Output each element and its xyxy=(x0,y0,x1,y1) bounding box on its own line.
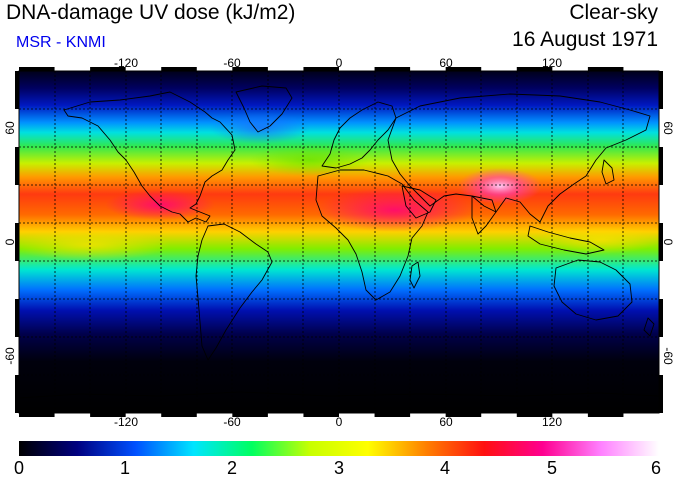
india-coastline xyxy=(471,195,497,235)
graticule xyxy=(19,71,659,413)
lat-label-right-minus60: -60 xyxy=(661,347,675,365)
coastlines xyxy=(19,85,659,399)
colorbar-label-1: 1 xyxy=(119,458,131,478)
lat-labels-left: 60 0 -60 xyxy=(3,121,17,365)
frame-segment-left xyxy=(15,223,19,261)
pacific-yellow-band xyxy=(19,229,170,261)
south-america-coastline xyxy=(195,223,273,361)
lat-labels-right: 60 0 -60 xyxy=(661,121,675,365)
new-zealand-coastline xyxy=(643,317,655,337)
mediterranean-region xyxy=(250,144,370,176)
lon-label-top-60: 60 xyxy=(439,56,453,70)
frame-segment-top xyxy=(303,67,339,71)
greenland-coastline xyxy=(235,85,293,133)
frame-segment-left xyxy=(15,375,19,413)
colorbar-label-4: 4 xyxy=(439,458,451,478)
colorbar-label-3: 3 xyxy=(333,458,345,478)
frame-segment-top xyxy=(516,67,553,71)
colorbar xyxy=(19,441,659,456)
africa-coastline xyxy=(315,169,429,301)
frame-segment-right xyxy=(659,223,663,261)
map-title: DNA-damage UV dose (kJ/m2) xyxy=(6,1,296,24)
frame-segment-bottom xyxy=(303,413,339,417)
frame-segment-bottom xyxy=(587,413,624,417)
west-pacific-yellow-band xyxy=(540,226,659,254)
frame-segment-bottom xyxy=(445,413,482,417)
frame-segment-left xyxy=(15,299,19,337)
lon-label-bottom-minus120: -120 xyxy=(114,415,138,429)
asia-coastline xyxy=(387,93,651,223)
frame-segment-right xyxy=(659,375,663,413)
frame-segment-top xyxy=(374,67,411,71)
madagascar-coastline xyxy=(409,261,421,289)
frame-segment-bottom xyxy=(90,413,126,417)
colorbar-label-0: 0 xyxy=(13,458,25,478)
frame-segment-left xyxy=(15,71,19,109)
lon-label-bottom-60: 60 xyxy=(439,415,453,429)
uv-field xyxy=(19,71,659,413)
lon-label-bottom-0: 0 xyxy=(336,415,343,429)
colorbar-label-6: 6 xyxy=(650,458,662,478)
frame-segment-top xyxy=(232,67,268,71)
lon-label-top-0: 0 xyxy=(336,56,343,70)
lon-label-top-120: 120 xyxy=(542,56,562,70)
lon-label-bottom-120: 120 xyxy=(542,415,562,429)
frame-segment-right xyxy=(659,299,663,337)
frame-segment-right xyxy=(659,71,663,109)
date-label: 16 August 1971 xyxy=(512,28,658,51)
frame-segment-bottom xyxy=(374,413,411,417)
sky-condition-label: Clear-sky xyxy=(569,1,658,24)
frame-segment-top xyxy=(161,67,197,71)
frame-segment-right xyxy=(659,147,663,185)
frame-segment-bottom xyxy=(161,413,197,417)
frame-segment-left xyxy=(15,147,19,185)
arabia-coastline xyxy=(401,185,437,219)
lat-label-left-minus60: -60 xyxy=(3,347,17,365)
frame-border-segments xyxy=(15,67,663,417)
frame-segment-top xyxy=(90,67,126,71)
frame-segment-top xyxy=(445,67,482,71)
frame-segment-bottom xyxy=(232,413,268,417)
lat-label-left-0: 0 xyxy=(3,238,17,245)
greenland-low-dose xyxy=(210,112,310,144)
frame-segment-top xyxy=(19,67,55,71)
antarctica-coastline xyxy=(19,391,659,399)
lon-label-top-minus60: -60 xyxy=(223,56,241,70)
lon-label-top-minus120: -120 xyxy=(114,56,138,70)
europe-coastline xyxy=(321,101,397,169)
indonesia-coastline xyxy=(527,225,605,255)
lat-label-right-60: 60 xyxy=(661,121,675,135)
lat-label-left-60: 60 xyxy=(3,121,17,135)
frame-segment-bottom xyxy=(516,413,553,417)
north-america-coastline xyxy=(63,91,236,223)
tibet-max-dose-region xyxy=(458,168,542,204)
colorbar-label-5: 5 xyxy=(546,458,558,478)
lat-label-right-0: 0 xyxy=(661,239,675,246)
frame-segment-top xyxy=(587,67,624,71)
lon-labels-bottom: -120 -60 0 60 120 xyxy=(114,415,562,429)
lon-labels-top: -120 -60 0 60 120 xyxy=(114,56,562,70)
frame-segment-bottom xyxy=(19,413,55,417)
mexico-high-dose-region xyxy=(105,190,215,220)
lon-label-bottom-minus60: -60 xyxy=(223,415,241,429)
japan-coastline xyxy=(601,159,615,185)
colorbar-label-2: 2 xyxy=(226,458,238,478)
producer-label: MSR - KNMI xyxy=(16,34,106,51)
